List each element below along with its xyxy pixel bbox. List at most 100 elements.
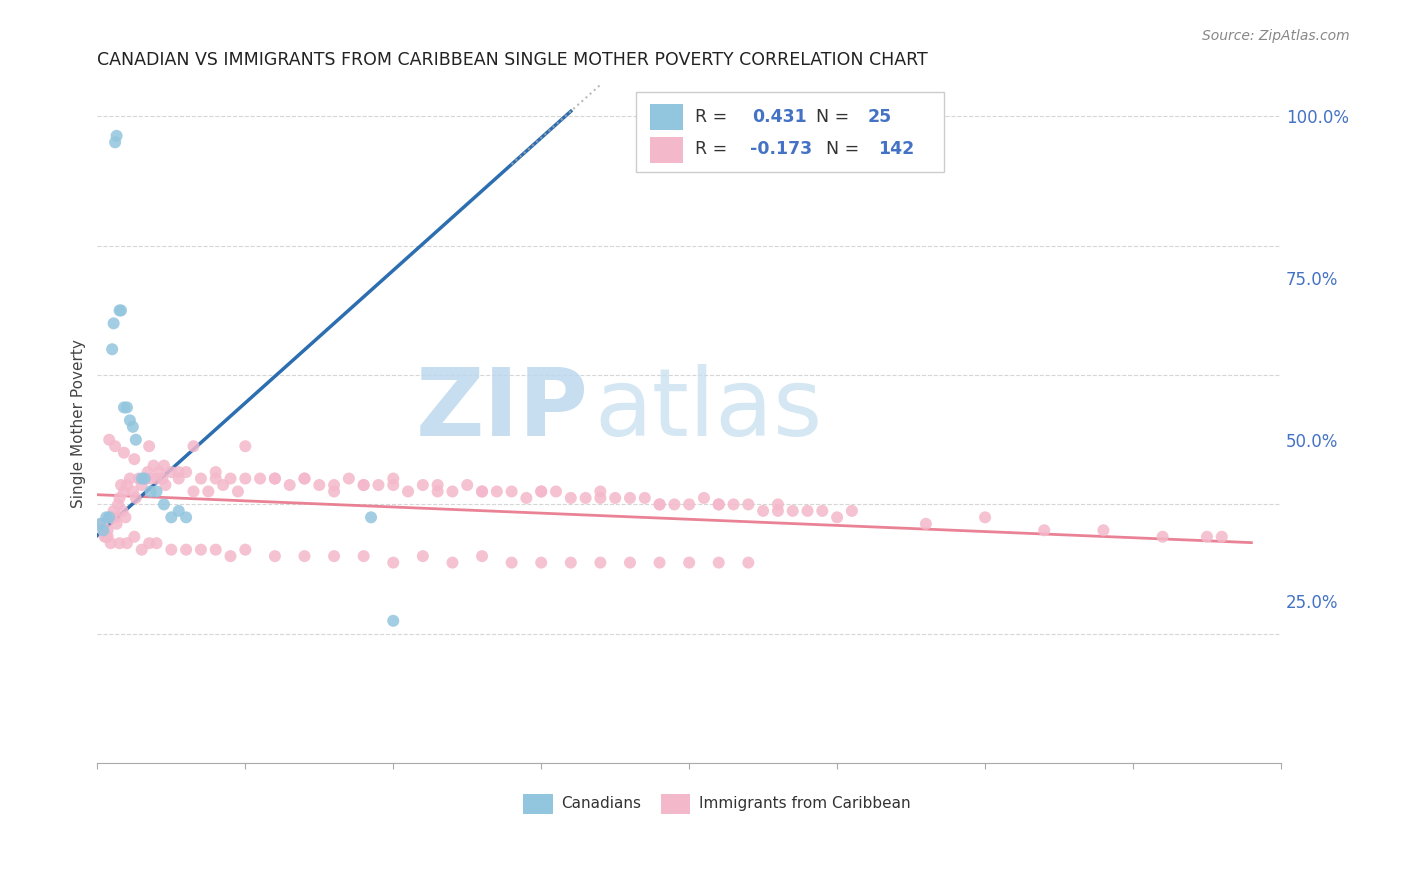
Point (530, 484, 553, 499)
Point (294, 471, 316, 485)
Point (204, 465, 226, 479)
Text: N =: N = (827, 140, 865, 158)
Point (1033, 523, 1056, 537)
Point (648, 497, 671, 511)
Text: R =: R = (695, 108, 733, 126)
Point (308, 478, 330, 492)
Point (90, 516, 112, 531)
Point (105, 516, 128, 531)
Point (145, 536, 167, 550)
Point (91, 523, 114, 537)
Point (1152, 530, 1174, 544)
Point (167, 465, 190, 479)
Point (737, 497, 759, 511)
Point (112, 445, 135, 459)
Text: CANADIAN VS IMMIGRANTS FROM CARIBBEAN SINGLE MOTHER POVERTY CORRELATION CHART: CANADIAN VS IMMIGRANTS FROM CARIBBEAN SI… (97, 51, 928, 69)
Point (98, 510, 121, 524)
Point (114, 510, 136, 524)
Point (107, 497, 129, 511)
Point (89, 516, 111, 531)
Point (96, 530, 118, 544)
Point (1092, 523, 1115, 537)
Point (183, 484, 205, 499)
Point (353, 478, 375, 492)
Point (264, 471, 287, 485)
Point (353, 478, 375, 492)
Point (678, 556, 700, 570)
Point (174, 465, 197, 479)
Point (360, 510, 382, 524)
Point (426, 478, 449, 492)
Point (841, 504, 863, 518)
Text: Source: ZipAtlas.com: Source: ZipAtlas.com (1202, 29, 1350, 43)
Point (190, 542, 212, 557)
Point (131, 471, 153, 485)
Point (530, 556, 553, 570)
Point (693, 491, 716, 505)
Point (128, 471, 150, 485)
FancyBboxPatch shape (650, 137, 683, 163)
Point (94, 530, 117, 544)
Point (197, 484, 219, 499)
Point (664, 497, 686, 511)
Point (105, 128, 128, 143)
Point (148, 465, 170, 479)
Text: N =: N = (815, 108, 855, 126)
Text: -0.173: -0.173 (749, 140, 811, 158)
Point (174, 542, 197, 557)
Point (323, 478, 346, 492)
Point (115, 478, 138, 492)
Point (204, 471, 226, 485)
Point (589, 556, 612, 570)
Point (441, 556, 464, 570)
Point (155, 478, 177, 492)
Point (97, 523, 120, 537)
Point (112, 484, 135, 499)
Point (441, 484, 464, 499)
Point (131, 542, 153, 557)
Point (101, 510, 124, 524)
Point (101, 343, 124, 357)
Point (782, 504, 804, 518)
Point (766, 497, 789, 511)
Point (323, 484, 346, 499)
Point (471, 484, 494, 499)
Point (382, 556, 405, 570)
Point (249, 471, 271, 485)
Point (382, 478, 405, 492)
Point (204, 542, 226, 557)
Point (544, 484, 567, 499)
Point (323, 549, 346, 563)
Point (118, 413, 141, 427)
Point (353, 549, 375, 563)
Text: atlas: atlas (595, 364, 823, 456)
Point (515, 491, 537, 505)
Point (471, 484, 494, 499)
Text: 142: 142 (879, 140, 915, 158)
Point (145, 471, 167, 485)
Point (100, 536, 122, 550)
FancyBboxPatch shape (650, 104, 683, 130)
Point (121, 484, 143, 499)
Point (160, 510, 183, 524)
Point (619, 556, 641, 570)
Point (648, 556, 671, 570)
Point (737, 556, 759, 570)
Point (111, 504, 134, 518)
Point (115, 401, 138, 415)
Point (678, 497, 700, 511)
Point (560, 556, 582, 570)
Point (125, 491, 148, 505)
Text: 0.431: 0.431 (752, 108, 807, 126)
Point (264, 471, 287, 485)
Point (589, 484, 612, 499)
Point (382, 471, 405, 485)
Text: 25: 25 (868, 108, 893, 126)
Text: Canadians: Canadians (561, 797, 641, 812)
Point (103, 504, 125, 518)
Point (97, 530, 120, 544)
Point (226, 484, 249, 499)
Point (456, 478, 478, 492)
Point (337, 471, 360, 485)
Point (96, 510, 118, 524)
